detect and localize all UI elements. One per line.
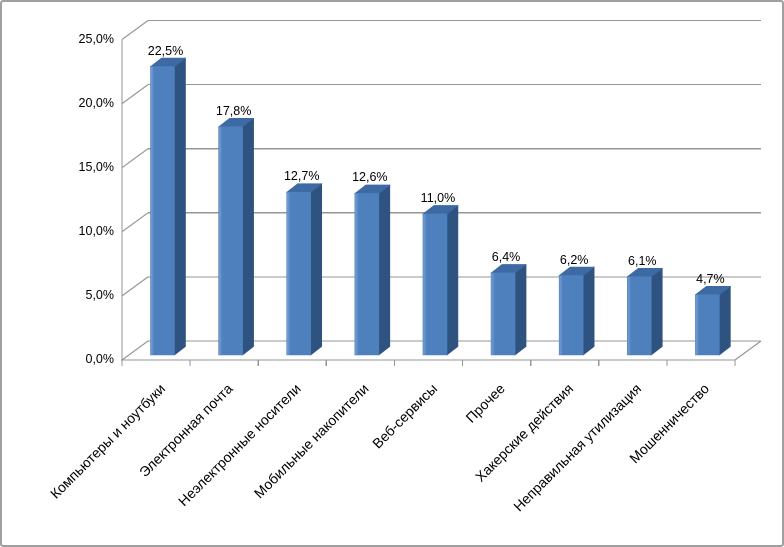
bar-side-face: [242, 117, 254, 356]
bar-side-face: [719, 285, 731, 356]
bar-0: [150, 66, 175, 356]
floor-right-edge: [734, 340, 762, 361]
bar-6: [558, 275, 584, 356]
bar-side-face: [174, 57, 186, 356]
bar-side-face: [378, 184, 391, 356]
bar-1: [218, 126, 243, 356]
bar-side-face: [650, 267, 663, 356]
bar-side-face: [582, 266, 595, 356]
bar-side-face: [514, 263, 527, 356]
bar-side-face: [446, 204, 459, 356]
bar-4: [422, 213, 448, 356]
bar-3: [354, 193, 380, 356]
bar-5: [490, 272, 516, 356]
bar-7: [626, 276, 652, 356]
bar-8: [695, 294, 720, 356]
ytick-connector-25: [121, 20, 149, 40]
bar-2: [286, 191, 312, 356]
ytick-connector-0: [121, 340, 149, 361]
ytick-connector-10: [121, 212, 149, 233]
ytick-connector-20: [121, 84, 149, 105]
bar-side-face: [310, 183, 323, 356]
ytick-connector-5: [121, 276, 149, 297]
ytick-connector-15: [121, 148, 149, 169]
